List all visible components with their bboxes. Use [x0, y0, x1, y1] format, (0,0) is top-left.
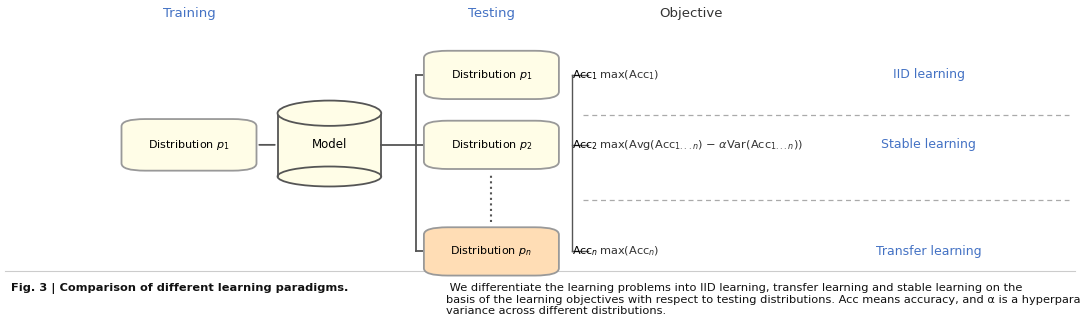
Text: Acc$_n$: Acc$_n$ — [572, 244, 598, 258]
Text: Stable learning: Stable learning — [881, 138, 976, 152]
Text: max(Acc$_n$): max(Acc$_n$) — [599, 245, 660, 258]
FancyBboxPatch shape — [121, 119, 257, 171]
Text: Training: Training — [163, 7, 215, 20]
Text: Testing: Testing — [468, 7, 515, 20]
FancyBboxPatch shape — [424, 227, 559, 276]
Text: Objective: Objective — [660, 7, 723, 20]
Text: Distribution $p_n$: Distribution $p_n$ — [450, 244, 532, 258]
Text: max(Avg(Acc$_{1...n}$) $-$ $\alpha$Var(Acc$_{1...n}$)): max(Avg(Acc$_{1...n}$) $-$ $\alpha$Var(A… — [599, 138, 804, 152]
Ellipse shape — [278, 166, 381, 186]
Bar — [278, 113, 381, 176]
Text: IID learning: IID learning — [893, 68, 964, 82]
Text: Acc$_1$: Acc$_1$ — [572, 68, 598, 82]
FancyBboxPatch shape — [424, 51, 559, 99]
Text: Transfer learning: Transfer learning — [876, 245, 982, 258]
Text: Model: Model — [312, 138, 347, 152]
Text: Distribution $p_1$: Distribution $p_1$ — [148, 138, 230, 152]
Ellipse shape — [278, 101, 381, 126]
FancyBboxPatch shape — [424, 121, 559, 169]
Text: Distribution $p_2$: Distribution $p_2$ — [450, 138, 532, 152]
Text: max(Acc$_1$): max(Acc$_1$) — [599, 68, 660, 82]
Text: Fig. 3 | Comparison of different learning paradigms.: Fig. 3 | Comparison of different learnin… — [11, 283, 348, 294]
Text: Acc$_2$: Acc$_2$ — [572, 138, 598, 152]
Text: We differentiate the learning problems into IID learning, transfer learning and : We differentiate the learning problems i… — [446, 283, 1080, 316]
Text: Distribution $p_1$: Distribution $p_1$ — [450, 68, 532, 82]
